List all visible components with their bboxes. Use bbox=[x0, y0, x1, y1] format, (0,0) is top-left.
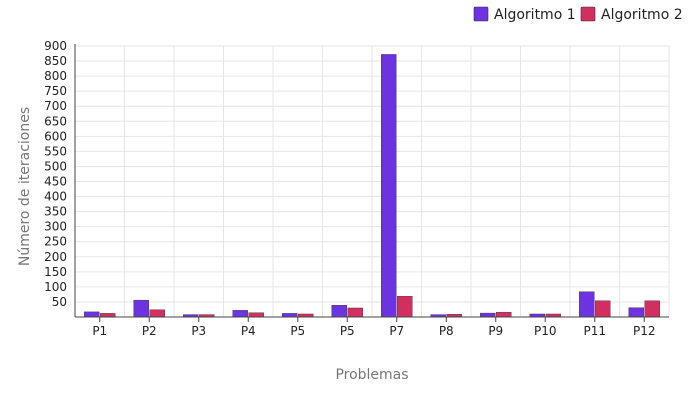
bar-algoritmo-2-p4[interactable] bbox=[248, 312, 264, 318]
x-tick-label: P4 bbox=[241, 324, 256, 338]
legend-swatch-algoritmo-2[interactable] bbox=[580, 6, 596, 22]
bar-algoritmo-2-p5[interactable] bbox=[347, 307, 363, 318]
x-axis-title: Problemas bbox=[335, 367, 408, 383]
y-tick-label: 700 bbox=[44, 99, 67, 113]
y-tick-label: 550 bbox=[44, 144, 67, 158]
y-tick-label: 500 bbox=[44, 159, 67, 173]
x-tick-label: P7 bbox=[389, 324, 404, 338]
bar-algoritmo-1-p7[interactable] bbox=[381, 54, 397, 318]
y-tick-label: 750 bbox=[44, 84, 67, 98]
legend-label-algoritmo-1[interactable]: Algoritmo 1 bbox=[494, 7, 576, 23]
y-tick-label: 200 bbox=[44, 250, 67, 264]
x-tick-label: P12 bbox=[633, 324, 656, 338]
bars bbox=[84, 54, 660, 318]
bar-algoritmo-1-p5[interactable] bbox=[331, 305, 347, 318]
bar-algoritmo-1-p4[interactable] bbox=[232, 310, 248, 318]
x-tick-label: P2 bbox=[142, 324, 157, 338]
y-tick-label: 350 bbox=[44, 205, 67, 219]
bar-algoritmo-2-p7[interactable] bbox=[397, 296, 413, 318]
bar-algoritmo-1-p2[interactable] bbox=[133, 299, 149, 318]
bar-algoritmo-1-p5[interactable] bbox=[282, 313, 298, 318]
x-tick-label: P5 bbox=[340, 324, 355, 338]
x-tick-label: P10 bbox=[534, 324, 557, 338]
grid-lines bbox=[75, 45, 670, 317]
bar-algoritmo-1-p11[interactable] bbox=[579, 291, 595, 318]
x-tick-label: P3 bbox=[191, 324, 206, 338]
bar-algoritmo-2-p11[interactable] bbox=[595, 300, 611, 318]
x-tick-label: P1 bbox=[92, 324, 107, 338]
x-tick-label: P11 bbox=[583, 324, 606, 338]
y-axis-title: Número de iteraciones bbox=[17, 107, 33, 266]
y-tick-label: 250 bbox=[44, 235, 67, 249]
bar-algoritmo-1-p12[interactable] bbox=[628, 307, 644, 318]
x-tick-label: P8 bbox=[439, 324, 454, 338]
x-tick-label: P9 bbox=[488, 324, 503, 338]
y-tick-label: 900 bbox=[44, 39, 67, 53]
legend[interactable]: Algoritmo 1 Algoritmo 2 bbox=[473, 6, 683, 23]
bar-algoritmo-1-p1[interactable] bbox=[84, 311, 100, 318]
bar-algoritmo-2-p1[interactable] bbox=[100, 313, 116, 318]
y-tick-label: 850 bbox=[44, 54, 67, 68]
legend-swatch-algoritmo-1[interactable] bbox=[473, 6, 489, 22]
bar-algoritmo-1-p9[interactable] bbox=[480, 312, 496, 318]
bar-algoritmo-2-p2[interactable] bbox=[149, 309, 165, 318]
y-tick-label: 400 bbox=[44, 190, 67, 204]
bar-algoritmo-2-p9[interactable] bbox=[496, 311, 512, 318]
y-tick-label: 450 bbox=[44, 175, 67, 189]
x-tick-label: P5 bbox=[290, 324, 305, 338]
y-tick-label: 50 bbox=[52, 295, 67, 309]
y-tick-label: 300 bbox=[44, 220, 67, 234]
y-tick-label: 100 bbox=[44, 280, 67, 294]
y-tick-label: 150 bbox=[44, 265, 67, 279]
y-tick-label: 650 bbox=[44, 114, 67, 128]
y-tick-label: 800 bbox=[44, 69, 67, 83]
bar-algoritmo-2-p12[interactable] bbox=[644, 300, 660, 318]
axes bbox=[74, 44, 669, 318]
y-tick-label: 600 bbox=[44, 129, 67, 143]
legend-label-algoritmo-2[interactable]: Algoritmo 2 bbox=[601, 7, 683, 23]
